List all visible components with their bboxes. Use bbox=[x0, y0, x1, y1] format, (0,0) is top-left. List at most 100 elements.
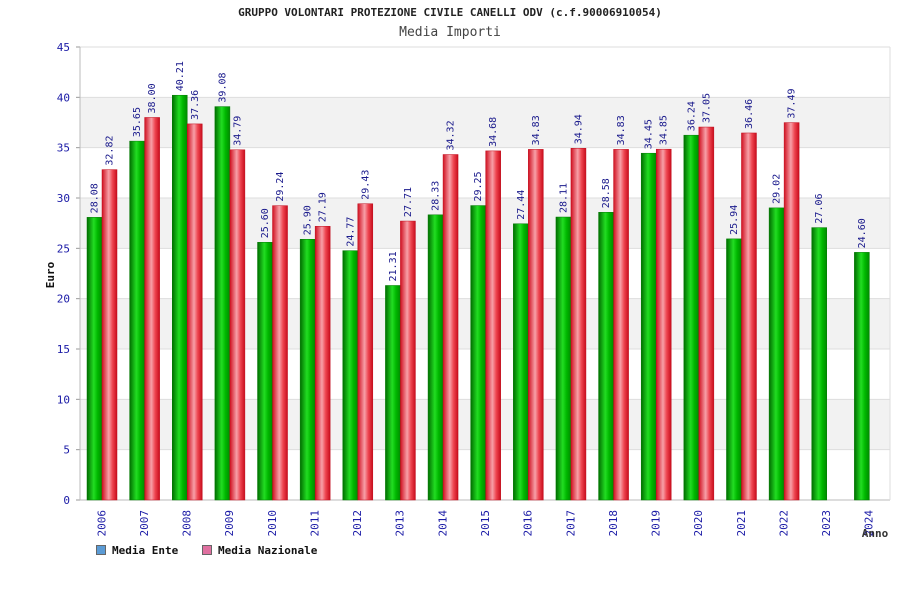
value-label: 32.82 bbox=[105, 136, 116, 166]
y-tick-label: 25 bbox=[57, 242, 70, 255]
chart-title: GRUPPO VOLONTARI PROTEZIONE CIVILE CANEL… bbox=[238, 6, 662, 19]
legend-item-media-ente: Media Ente bbox=[96, 543, 178, 557]
x-tick-label: 2019 bbox=[650, 510, 663, 537]
y-tick-label: 35 bbox=[57, 142, 70, 155]
bar-media-ente-2014 bbox=[427, 214, 444, 501]
y-tick-label: 10 bbox=[57, 393, 70, 406]
x-tick-label: 2011 bbox=[308, 510, 321, 537]
x-tick-label: 2008 bbox=[181, 510, 194, 537]
bar-media-nazionale-2012 bbox=[357, 203, 374, 501]
value-label: 25.90 bbox=[303, 205, 314, 235]
value-label: 34.83 bbox=[616, 115, 627, 145]
value-label: 28.08 bbox=[90, 183, 101, 213]
bar-media-nazionale-2014 bbox=[442, 154, 459, 501]
value-label: 29.24 bbox=[275, 172, 286, 202]
bar-media-ente-2009 bbox=[214, 106, 231, 501]
value-label: 21.31 bbox=[388, 251, 399, 281]
bar-media-ente-2017 bbox=[555, 216, 572, 501]
x-tick-label: 2009 bbox=[223, 510, 236, 537]
bar-media-nazionale-2021 bbox=[741, 132, 757, 501]
value-label: 24.60 bbox=[857, 218, 868, 248]
bar-media-ente-2013 bbox=[385, 285, 401, 501]
value-label: 37.36 bbox=[190, 90, 201, 120]
bar-media-nazionale-2016 bbox=[528, 149, 544, 501]
legend-label-media-ente: Media Ente bbox=[112, 543, 179, 557]
y-tick-label: 0 bbox=[63, 494, 70, 507]
value-label: 36.24 bbox=[686, 101, 697, 131]
x-tick-label: 2006 bbox=[95, 510, 108, 537]
x-tick-label: 2012 bbox=[351, 510, 364, 537]
bar-media-nazionale-2018 bbox=[613, 149, 629, 501]
bar-media-ente-2006 bbox=[86, 217, 103, 501]
bar-media-nazionale-2015 bbox=[485, 150, 501, 501]
value-label: 29.43 bbox=[360, 170, 371, 200]
value-label: 25.60 bbox=[260, 208, 271, 238]
y-tick-label: 20 bbox=[57, 293, 70, 306]
bar-media-ente-2021 bbox=[726, 238, 742, 501]
value-label: 27.44 bbox=[516, 190, 527, 220]
value-label: 27.19 bbox=[318, 192, 329, 222]
bar-media-ente-2011 bbox=[299, 239, 316, 501]
bar-media-ente-2016 bbox=[513, 223, 529, 501]
value-label: 29.02 bbox=[772, 174, 783, 204]
bar-media-ente-2022 bbox=[768, 207, 785, 501]
bar-media-nazionale-2013 bbox=[400, 220, 416, 501]
value-label: 34.94 bbox=[573, 114, 584, 144]
x-tick-label: 2013 bbox=[394, 510, 407, 537]
legend-swatch-media-ente bbox=[96, 545, 106, 555]
bar-media-ente-2020 bbox=[683, 134, 700, 501]
value-label: 34.83 bbox=[531, 115, 542, 145]
bar-media-ente-2015 bbox=[470, 205, 486, 501]
x-tick-label: 2017 bbox=[564, 510, 577, 537]
value-label: 27.71 bbox=[403, 187, 414, 217]
bar-media-nazionale-2006 bbox=[101, 169, 118, 501]
value-label: 24.77 bbox=[345, 217, 356, 247]
x-tick-label: 2021 bbox=[735, 510, 748, 537]
value-label: 34.45 bbox=[644, 119, 655, 149]
x-tick-label: 2022 bbox=[777, 510, 790, 537]
bar-media-ente-2012 bbox=[342, 250, 359, 501]
bar-media-nazionale-2008 bbox=[187, 123, 203, 501]
x-axis-label: Anno bbox=[862, 527, 889, 540]
y-tick-label: 40 bbox=[57, 91, 70, 104]
x-tick-label: 2018 bbox=[607, 510, 620, 537]
x-tick-label: 2023 bbox=[820, 510, 833, 537]
bar-media-nazionale-2019 bbox=[655, 148, 672, 501]
value-label: 36.46 bbox=[744, 99, 755, 129]
value-label: 27.06 bbox=[814, 193, 825, 223]
bar-media-ente-2010 bbox=[257, 242, 273, 501]
bar-media-ente-2018 bbox=[598, 212, 614, 501]
legend-label-media-nazionale: Media Nazionale bbox=[218, 543, 318, 557]
x-tick-label: 2020 bbox=[692, 510, 705, 537]
x-tick-label: 2024 bbox=[863, 510, 876, 537]
value-label: 25.94 bbox=[729, 205, 740, 235]
value-label: 37.05 bbox=[701, 93, 712, 123]
legend-item-media-nazionale: Media Nazionale bbox=[202, 543, 317, 557]
value-label: 37.49 bbox=[787, 88, 798, 118]
x-tick-label: 2010 bbox=[266, 510, 279, 537]
value-label: 34.79 bbox=[232, 116, 243, 146]
value-label: 35.65 bbox=[132, 107, 143, 137]
value-label: 38.00 bbox=[147, 83, 158, 113]
legend-swatch-media-nazionale bbox=[202, 545, 212, 555]
y-tick-label: 30 bbox=[57, 192, 70, 205]
value-label: 28.58 bbox=[601, 178, 612, 208]
value-label: 34.85 bbox=[659, 115, 670, 145]
bar-media-nazionale-2017 bbox=[570, 148, 587, 501]
value-label: 39.08 bbox=[217, 72, 228, 102]
value-label: 28.11 bbox=[558, 183, 569, 213]
bar-media-ente-2008 bbox=[172, 94, 188, 501]
bar-media-ente-2007 bbox=[129, 140, 145, 501]
bar-media-nazionale-2009 bbox=[229, 149, 246, 501]
bar-media-nazionale-2020 bbox=[698, 126, 715, 501]
y-tick-label: 45 bbox=[57, 41, 70, 54]
value-label: 29.25 bbox=[473, 171, 484, 201]
bar-media-ente-2024 bbox=[854, 252, 870, 501]
value-label: 34.32 bbox=[446, 120, 457, 150]
y-tick-label: 5 bbox=[63, 444, 70, 457]
plot-band bbox=[80, 47, 890, 98]
value-label: 28.33 bbox=[431, 181, 442, 211]
bar-media-ente-2023 bbox=[811, 227, 827, 501]
y-axis-label: Euro bbox=[44, 261, 57, 288]
